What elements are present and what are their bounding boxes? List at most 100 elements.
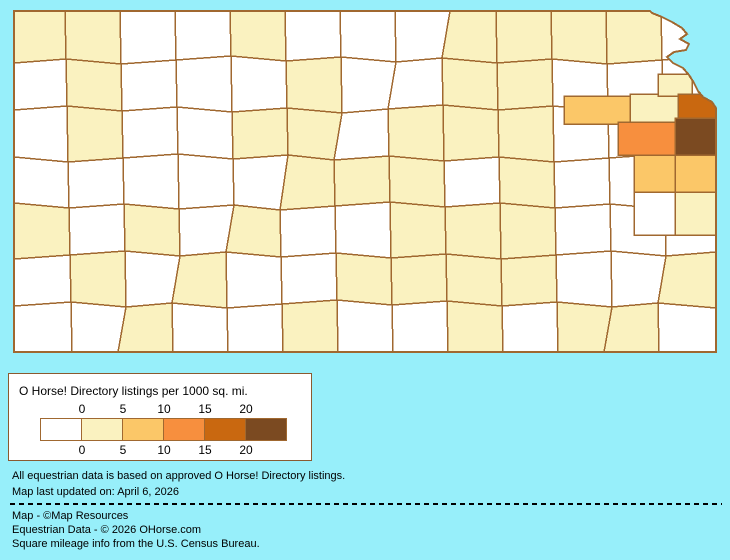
county-cell [335,252,393,306]
note-last-updated: Map last updated on: April 6, 2026 [12,486,179,498]
county-highlight [563,95,631,125]
county-cell [13,254,72,307]
county-cell [279,205,337,258]
county-cell [553,157,611,209]
county-highlight [674,191,717,236]
legend-tick-bottom-0: 0 [78,443,86,457]
legend-swatch-3 [164,419,205,440]
legend-tick-bottom-5: 5 [119,443,127,457]
county-cell [394,10,451,63]
county-cell [281,299,339,353]
credit-square-mileage: Square mileage info from the U.S. Census… [12,538,260,550]
county-cell [119,10,177,65]
county-cell [610,250,667,308]
county-cell [174,10,232,61]
county-cell [657,251,717,309]
legend-scale-bottom: 0 5 10 15 20 [9,443,311,457]
county-cell [495,10,553,64]
county-highlight [617,121,676,156]
county-cell [443,156,501,208]
county-cell [171,251,228,309]
credit-map-source: Map - ©Map Resources [12,510,129,522]
legend-swatch-0 [41,419,82,440]
county-cell [284,10,342,62]
county-cell [171,302,229,353]
county-cell [501,301,559,353]
credits: Map - ©Map Resources Equestrian Data - ©… [12,509,260,551]
county-cell [389,201,447,259]
county-cell [285,56,343,114]
legend-tick-top-10: 10 [157,402,171,416]
county-cell [603,302,660,353]
county-cell [225,204,282,258]
county-cell [66,105,124,163]
county-cell [556,301,613,353]
state-outline [13,10,717,353]
county-cell [64,10,122,65]
county-highlight [633,191,676,236]
county-cell [388,155,446,208]
county-cell [176,106,234,160]
county-cell [279,154,336,211]
county-cell [336,299,394,353]
county-highlight [629,93,679,123]
legend-tick-top-15: 15 [198,402,212,416]
county-cell [333,108,390,161]
credit-equestrian-data: Equestrian Data - © 2026 OHorse.com [12,524,202,536]
county-cell [387,57,444,110]
county-cell [13,301,73,353]
legend-tick-top-5: 5 [119,402,127,416]
legend-title: O Horse! Directory listings per 1000 sq.… [19,384,248,398]
county-cell [13,156,70,209]
county-cell [175,55,233,113]
county-cell [117,302,174,353]
county-cell [124,250,181,308]
county-cell [496,58,554,111]
county-cell [550,10,608,65]
county-cell [497,105,555,163]
legend-tick-bottom-10: 10 [157,443,171,457]
legend-tick-bottom-15: 15 [198,443,212,457]
dashed-separator [10,503,722,505]
county-cell [498,156,556,209]
county-cell [555,250,613,308]
county-cell [225,251,283,309]
county-cell [13,58,68,111]
missouri-river-water [648,9,730,112]
county-cell [13,202,71,260]
county-cell [178,204,235,257]
kansas-county-map [13,9,730,353]
county-cell [177,153,235,210]
county-cell [122,153,180,210]
county-cell [69,250,127,308]
legend-swatch-5 [246,419,286,440]
county-cell [280,252,338,305]
county-cell [657,302,717,353]
county-cell [605,10,663,65]
county-cell [333,155,391,207]
county-cell [67,157,125,209]
county-cell [444,202,502,260]
legend-swatch-4 [205,419,246,440]
county-cell [121,106,179,159]
county-cell [391,300,449,353]
legend-tick-top-0: 0 [78,402,86,416]
legend-swatch-1 [82,419,123,440]
county-cell [232,154,289,211]
county-cell [13,105,69,163]
legend-tick-bottom-20: 20 [239,443,253,457]
county-cell [230,55,288,113]
legend-swatch-2 [123,419,164,440]
county-cell [554,203,612,256]
county-cell [441,57,499,111]
county-cell [339,10,397,63]
county-cell [13,10,67,64]
county-cell [441,10,498,64]
county-cell [499,202,557,260]
county-cell [123,203,181,257]
county-highlight [674,154,717,193]
data-notes: All equestrian data is based on approved… [12,468,345,500]
county-cell [68,203,126,256]
county-cell [231,107,289,160]
